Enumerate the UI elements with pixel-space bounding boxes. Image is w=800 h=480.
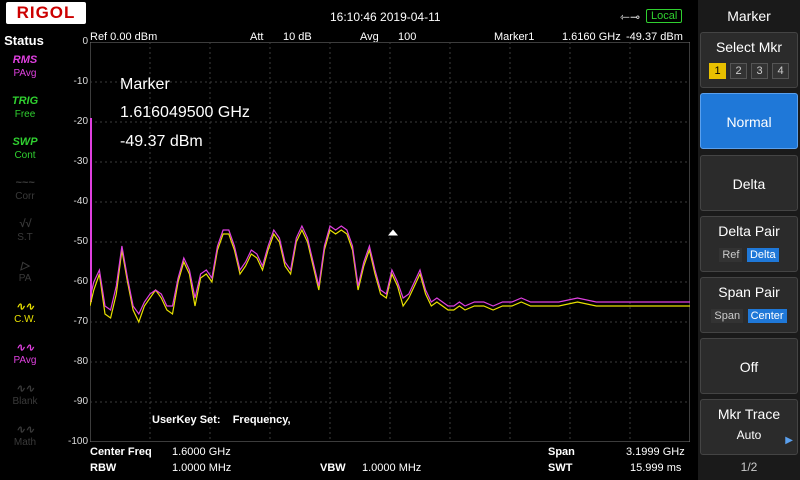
status-item-6: ∿∿ C.W.	[4, 300, 46, 336]
usb-icon: ⇽⊸	[620, 10, 641, 24]
status-item-icon: ∿∿	[15, 424, 35, 436]
status-item-label: Free	[14, 109, 36, 120]
delta-pair-ref[interactable]: Ref	[719, 248, 743, 262]
mkr-3-option[interactable]: 3	[751, 63, 768, 79]
status-item-label: Math	[13, 437, 37, 448]
mkr-trace-value: Auto	[736, 428, 762, 442]
submenu-arrow-icon: ▶	[785, 435, 793, 446]
ref-level: Ref 0.00 dBm	[90, 31, 158, 43]
mkr-2-option[interactable]: 2	[730, 63, 747, 79]
span-label: Span	[548, 446, 575, 458]
status-item-7: ∿∿ PAvg	[4, 341, 46, 377]
menu-page-indicator[interactable]: 1/2	[740, 460, 758, 474]
local-badge[interactable]: Local	[646, 9, 683, 23]
rbw-label: RBW	[90, 462, 117, 474]
delta-button[interactable]: Delta	[700, 155, 798, 211]
mkr-4-option[interactable]: 4	[772, 63, 789, 79]
marker-1-indicator	[388, 229, 399, 236]
y-tick-label: -40	[73, 196, 88, 207]
spectrum-plot[interactable]	[90, 42, 690, 442]
status-item-icon: √√	[18, 218, 32, 230]
y-tick-label: -80	[73, 356, 88, 367]
span-pair-span[interactable]: Span	[711, 309, 744, 323]
center-freq-value: 1.6000 GHz	[172, 446, 231, 458]
y-tick-label: -10	[73, 76, 88, 87]
marker-level: -49.37 dBm	[626, 31, 683, 43]
avg-value: 100	[398, 31, 417, 43]
y-tick-label: -90	[73, 396, 88, 407]
delta-pair-label: Delta Pair	[718, 223, 780, 239]
status-item-label: PA	[18, 273, 32, 284]
marker-readout-level: -49.37 dBm	[120, 133, 203, 150]
marker-readout-freq: 1.616049500 GHz	[120, 104, 250, 121]
off-button[interactable]: Off	[700, 338, 798, 394]
y-tick-label: -60	[73, 276, 88, 287]
y-tick-label: -70	[73, 316, 88, 327]
status-item-icon: RMS	[12, 54, 38, 66]
status-item-icon: SWP	[12, 136, 38, 148]
status-item-5: ▷ PA	[4, 259, 46, 295]
status-item-label: PAvg	[13, 68, 37, 79]
y-tick-label: -50	[73, 236, 88, 247]
status-item-1: TRIG Free	[4, 95, 46, 131]
span-value: 3.1999 GHz	[626, 446, 685, 458]
y-tick-label: -30	[73, 156, 88, 167]
select-mkr-label: Select Mkr	[715, 39, 783, 55]
swt-value: 15.999 ms	[630, 462, 682, 474]
status-item-icon: TRIG	[11, 95, 39, 107]
top-bar	[0, 0, 696, 30]
span-pair-button[interactable]: Span Pair Span Center	[700, 277, 798, 333]
status-item-icon: ∿∿	[15, 342, 35, 354]
status-item-label: C.W.	[14, 314, 36, 325]
userkey-set: UserKey Set: Frequency,	[152, 414, 291, 426]
att-label: Att	[250, 31, 264, 43]
swt-label: SWT	[548, 462, 573, 474]
delta-pair-button[interactable]: Delta Pair Ref Delta	[700, 216, 798, 272]
trace-line-2	[90, 224, 690, 316]
menu-title: Marker	[727, 8, 771, 24]
status-item-8: ∿∿ Blank	[4, 382, 46, 418]
rbw-value: 1.0000 MHz	[172, 462, 232, 474]
status-item-label: S.T	[17, 232, 33, 243]
status-column	[0, 30, 48, 480]
status-item-2: SWP Cont	[4, 136, 46, 172]
status-item-label: Cont	[14, 150, 36, 161]
y-tick-label: -20	[73, 116, 88, 127]
marker-label: Marker1	[494, 31, 535, 43]
vbw-value: 1.0000 MHz	[362, 462, 422, 474]
avg-label: Avg	[360, 31, 379, 43]
status-title: Status	[4, 33, 44, 48]
span-pair-label: Span Pair	[718, 284, 780, 300]
mkr-trace-button[interactable]: Mkr Trace Auto ▶	[700, 399, 798, 455]
off-label: Off	[739, 359, 759, 375]
status-item-9: ∿∿ Math	[4, 423, 46, 459]
center-freq-label: Center Freq	[90, 446, 152, 458]
status-item-label: PAvg	[13, 355, 37, 366]
vbw-label: VBW	[320, 462, 346, 474]
status-item-icon: ∿∿	[15, 301, 35, 313]
status-item-label: Corr	[15, 191, 35, 202]
normal-label: Normal	[726, 114, 772, 130]
status-item-label: Blank	[12, 396, 38, 407]
status-item-icon: ▷	[20, 260, 30, 272]
datetime: 16:10:46 2019-04-11	[330, 10, 441, 24]
status-item-icon: ∿∿	[15, 383, 35, 395]
rigol-logo: RIGOL	[6, 2, 86, 24]
marker-readout-title: Marker	[120, 76, 170, 93]
status-item-0: RMS PAvg	[4, 54, 46, 90]
status-item-icon: ~~~	[15, 177, 35, 189]
span-pair-center[interactable]: Center	[747, 309, 787, 323]
y-tick-label: -100	[67, 436, 88, 447]
mkr-trace-label: Mkr Trace	[717, 406, 781, 422]
delta-label: Delta	[732, 176, 766, 192]
mkr-1-option[interactable]: 1	[709, 63, 726, 79]
status-item-4: √√ S.T	[4, 218, 46, 254]
att-value: 10 dB	[283, 31, 312, 43]
marker-freq: 1.6160 GHz	[562, 31, 621, 43]
delta-pair-delta[interactable]: Delta	[746, 248, 779, 262]
y-tick-label: 0	[82, 36, 88, 47]
status-item-3: ~~~ Corr	[4, 177, 46, 213]
normal-button[interactable]: Normal	[700, 93, 798, 149]
